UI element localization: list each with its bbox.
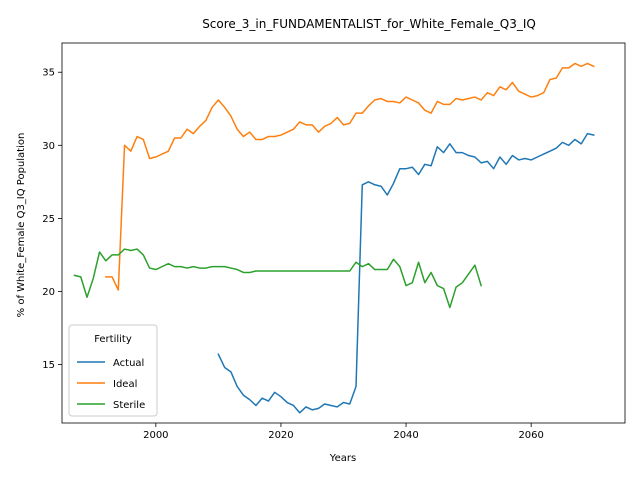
legend-title: Fertility (94, 334, 132, 345)
series-line-sterile (73, 248, 483, 309)
x-tick-label: 2020 (268, 430, 293, 441)
y-tick-label: 35 (42, 68, 55, 79)
x-tick-label: 2000 (143, 430, 168, 441)
series-line-ideal (105, 62, 595, 291)
y-tick-label: 30 (42, 141, 55, 152)
plot-area: 2000 2020 2040 2060 15 20 25 30 35 (42, 42, 626, 441)
x-tick-label: 2060 (518, 430, 543, 441)
series-line-actual (217, 132, 595, 414)
y-tick-label: 25 (42, 214, 55, 225)
legend-label-actual: Actual (113, 358, 144, 369)
legend-box (68, 324, 158, 417)
axes-frame (61, 42, 626, 424)
legend-label-sterile: Sterile (113, 400, 145, 411)
y-tick-label: 20 (42, 287, 55, 298)
x-axis-label: Years (329, 453, 356, 464)
legend-label-ideal: Ideal (113, 379, 137, 390)
y-tick-label: 15 (42, 360, 55, 371)
x-tick-label: 2040 (393, 430, 418, 441)
chart-title: Score_3_in_FUNDAMENTALIST_for_White_Fema… (202, 17, 536, 31)
legend: Fertility Actual Ideal Sterile (68, 324, 158, 417)
y-axis-label: % of White_Female Q3_IQ Population (16, 133, 27, 318)
